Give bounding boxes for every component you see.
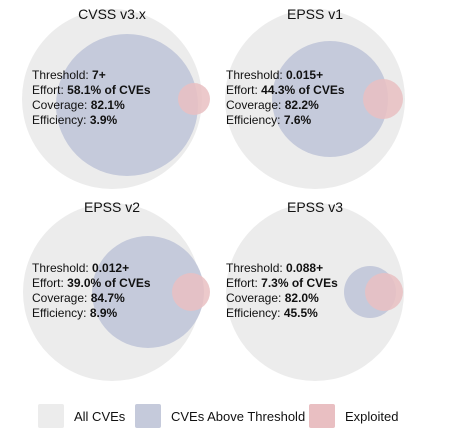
threshold-row: Threshold: 0.015+	[226, 68, 324, 82]
coverage-row: Coverage: 82.1%	[32, 98, 125, 112]
efficiency-row: Efficiency: 7.6%	[226, 113, 312, 127]
effort-row: Effort: 39.0% of CVEs	[32, 276, 151, 290]
exploited-circle	[178, 83, 210, 115]
legend-swatch-above-threshold	[135, 404, 161, 428]
effort-row: Effort: 44.3% of CVEs	[226, 83, 345, 97]
above-threshold-circle	[56, 34, 198, 176]
stats-epss-v2: Threshold: 0.012+ Effort: 39.0% of CVEs …	[32, 261, 151, 321]
legend: All CVEs CVEs Above Threshold Exploited	[0, 400, 456, 432]
threshold-value: 0.015+	[286, 68, 324, 82]
threshold-value: 0.012+	[92, 261, 130, 275]
legend-swatch-all-cves	[38, 404, 64, 428]
threshold-row: Threshold: 7+	[32, 68, 106, 82]
legend-swatch-exploited	[309, 404, 335, 428]
effort-row: Effort: 58.1% of CVEs	[32, 83, 151, 97]
efficiency-row: Efficiency: 8.9%	[32, 306, 118, 320]
efficiency-value: 45.5%	[283, 306, 318, 320]
stats-epss-v1: Threshold: 0.015+ Effort: 44.3% of CVEs …	[226, 68, 345, 128]
panel-title-epss-v3: EPSS v3	[286, 199, 344, 215]
effort-value: 44.3% of CVEs	[261, 83, 345, 97]
venn-epss-v3	[226, 203, 404, 381]
efficiency-row: Efficiency: 45.5%	[226, 306, 318, 320]
threshold-value: 0.088+	[286, 261, 324, 275]
legend-item-above-threshold: CVEs Above Threshold	[135, 404, 305, 428]
efficiency-value: 8.9%	[89, 306, 118, 320]
exploited-circle	[363, 79, 403, 119]
threshold-value: 7+	[92, 68, 106, 82]
panel-title-cvss-v3: CVSS v3.x	[78, 6, 146, 22]
panel-title-epss-v2: EPSS v2	[83, 199, 141, 215]
exploited-circle	[365, 273, 403, 311]
coverage-value: 82.0%	[284, 291, 319, 305]
legend-item-all-cves: All CVEs	[38, 404, 125, 428]
stats-epss-v3: Threshold: 0.088+ Effort: 7.3% of CVEs C…	[226, 261, 338, 321]
efficiency-value: 7.6%	[283, 113, 312, 127]
effort-row: Effort: 7.3% of CVEs	[226, 276, 338, 290]
efficiency-value: 3.9%	[89, 113, 118, 127]
threshold-row: Threshold: 0.012+	[32, 261, 130, 275]
venn-cvss-v3	[22, 9, 210, 189]
legend-label-all-cves: All CVEs	[74, 408, 126, 424]
legend-item-exploited: Exploited	[309, 404, 398, 428]
panel-title-epss-v1: EPSS v1	[286, 6, 344, 22]
effort-value: 58.1% of CVEs	[67, 83, 151, 97]
above-threshold-circle	[272, 41, 388, 157]
legend-label-above-threshold: CVEs Above Threshold	[171, 408, 306, 424]
venn-epss-v2	[23, 203, 210, 381]
coverage-value: 84.7%	[90, 291, 125, 305]
efficiency-row: Efficiency: 3.9%	[32, 113, 118, 127]
stats-cvss-v3: Threshold: 7+ Effort: 58.1% of CVEs Cove…	[32, 68, 151, 128]
effort-value: 7.3% of CVEs	[261, 276, 338, 290]
venn-epss-v1	[225, 9, 405, 189]
coverage-value: 82.1%	[90, 98, 125, 112]
coverage-value: 82.2%	[284, 98, 319, 112]
coverage-row: Coverage: 82.2%	[226, 98, 319, 112]
above-threshold-circle	[92, 236, 204, 348]
exploited-circle	[172, 273, 210, 311]
legend-label-exploited: Exploited	[345, 408, 399, 424]
effort-value: 39.0% of CVEs	[67, 276, 151, 290]
coverage-row: Coverage: 82.0%	[226, 291, 319, 305]
threshold-row: Threshold: 0.088+	[226, 261, 324, 275]
all-cves-circle	[226, 203, 404, 381]
coverage-row: Coverage: 84.7%	[32, 291, 125, 305]
